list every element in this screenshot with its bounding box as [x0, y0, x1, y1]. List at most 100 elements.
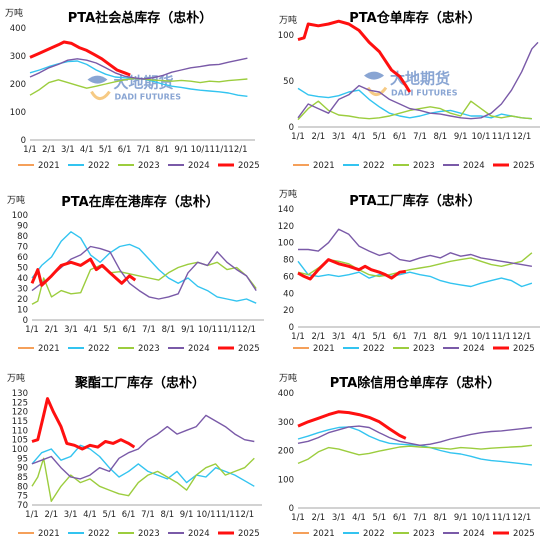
- x-tick-label: 1/1: [291, 132, 305, 142]
- x-tick-label: 10/1: [471, 513, 490, 523]
- series-line-2024: [297, 425, 532, 447]
- x-tick-label: 8/1: [162, 325, 176, 335]
- x-tick-label: 3/1: [332, 513, 346, 523]
- series-line-2022: [31, 231, 257, 304]
- y-tick-label: 60: [17, 253, 28, 263]
- x-tick-label: 6/1: [393, 132, 407, 142]
- y-tick-label: 0: [289, 504, 294, 514]
- y-tick-label: 140: [278, 205, 294, 215]
- x-tick-label: 6/1: [122, 510, 136, 520]
- legend-label-2022: 2022: [363, 529, 385, 539]
- series-line-2022: [297, 260, 533, 288]
- y-tick-label: 400: [10, 24, 26, 34]
- y-tick-label: 50: [283, 77, 294, 87]
- watermark-cn: 大地期货: [390, 70, 450, 88]
- x-tick-label: 8/1: [156, 145, 170, 155]
- series-line-2024: [31, 414, 255, 480]
- legend-label-2022: 2022: [88, 529, 110, 539]
- chart-title: PTA在库在港库存（忠朴）: [61, 194, 218, 210]
- legend-label-2024: 2024: [463, 161, 485, 171]
- x-tick-label: 1/1: [23, 145, 37, 155]
- y-tick-label: 400: [278, 389, 294, 399]
- x-tick-label: 9/1: [174, 145, 188, 155]
- legend-label-2025: 2025: [238, 344, 260, 354]
- y-tick-label: 80: [283, 256, 294, 266]
- legend-label-2023: 2023: [138, 161, 160, 171]
- y-tick-label: 20: [17, 295, 28, 305]
- legend-label-2021: 2021: [38, 529, 60, 539]
- x-tick-label: 3/1: [61, 145, 75, 155]
- x-tick-label: 12/1: [235, 510, 254, 520]
- series-line-2024: [31, 245, 257, 300]
- x-tick-label: 4/1: [352, 132, 366, 142]
- dadi-logo-icon: [364, 71, 384, 80]
- legend-label-2021: 2021: [38, 344, 60, 354]
- watermark-cn: 大地期货: [114, 74, 174, 92]
- x-tick-label: 3/1: [64, 510, 78, 520]
- x-tick-label: 11/1: [217, 325, 236, 335]
- x-tick-label: 4/1: [84, 325, 98, 335]
- y-tick-label: 0: [289, 123, 294, 133]
- y-tick-label: 300: [278, 418, 294, 428]
- x-tick-label: 10/1: [198, 325, 217, 335]
- x-tick-label: 10/1: [191, 145, 210, 155]
- x-tick-label: 12/1: [512, 132, 531, 142]
- series-line-2024: [297, 41, 539, 120]
- x-tick-label: 5/1: [99, 145, 113, 155]
- chart-panel-6: PTA除信用仓单库存（忠朴） 万吨 0 100 200 300 400 1/1 2/1 3/1 4/…: [278, 372, 540, 539]
- legend-label-2023: 2023: [138, 344, 160, 354]
- y-tick-label: 80: [17, 482, 28, 492]
- x-tick-label: 4/1: [80, 145, 94, 155]
- chart-panel-5: 聚酯工厂库存（忠朴）万吨7075808590951001051101151201…: [7, 372, 262, 539]
- x-tick-label: 7/1: [413, 132, 427, 142]
- y-tick-label: 50: [17, 264, 28, 274]
- x-tick-label: 4/1: [352, 513, 366, 523]
- y-tick-label: 95: [17, 454, 28, 464]
- x-tick-label: 9/1: [454, 132, 468, 142]
- x-tick-label: 3/1: [332, 332, 346, 342]
- x-tick-label: 4/1: [352, 332, 366, 342]
- x-tick-label: 7/1: [413, 332, 427, 342]
- legend-label-2022: 2022: [88, 161, 110, 171]
- y-tick-label: 90: [17, 222, 28, 232]
- chart-title: PTA除信用仓单库存（忠朴）: [330, 375, 500, 391]
- series-line-2024: [298, 228, 533, 267]
- unit-label: 万吨: [7, 372, 25, 384]
- x-tick-label: 8/1: [434, 132, 448, 142]
- chart-title: 聚酯工厂库存（忠朴）: [74, 375, 205, 391]
- y-tick-label: 80: [17, 232, 28, 242]
- series-line-2023: [31, 457, 255, 503]
- series-line-2022: [31, 444, 255, 487]
- y-tick-label: 30: [17, 285, 28, 295]
- series-line-2023: [297, 252, 533, 278]
- y-tick-label: 40: [283, 289, 294, 299]
- y-tick-label: 70: [17, 243, 28, 253]
- legend-label-2021: 2021: [313, 161, 335, 171]
- x-tick-label: 6/1: [393, 513, 407, 523]
- x-tick-label: 1/1: [291, 332, 305, 342]
- x-tick-label: 7/1: [413, 513, 427, 523]
- x-tick-label: 10/1: [471, 132, 490, 142]
- chart-panel-4: PTA工厂库存（忠朴） 万吨 0 20 40 60 80 100 120 140 1/1 2/1 3/1…: [278, 188, 540, 354]
- x-tick-label: 5/1: [373, 513, 387, 523]
- x-tick-label: 8/1: [434, 332, 448, 342]
- legend: 2021 2022 2023 2024 2025: [293, 529, 535, 539]
- y-tick-label: 105: [12, 436, 28, 446]
- unit-label: 万吨: [279, 14, 297, 26]
- unit-label: 万吨: [7, 194, 25, 206]
- x-tick-label: 1/1: [25, 325, 39, 335]
- y-tick-label: 300: [10, 52, 26, 62]
- x-tick-label: 7/1: [142, 325, 156, 335]
- y-tick-label: 200: [10, 80, 26, 90]
- x-tick-label: 2/1: [44, 510, 58, 520]
- x-tick-label: 4/1: [83, 510, 97, 520]
- series-line-2022: [297, 426, 532, 466]
- unit-label: 万吨: [279, 188, 297, 200]
- x-tick-label: 12/1: [237, 325, 256, 335]
- y-tick-label: 100: [12, 211, 28, 221]
- y-tick-label: 100: [278, 475, 294, 485]
